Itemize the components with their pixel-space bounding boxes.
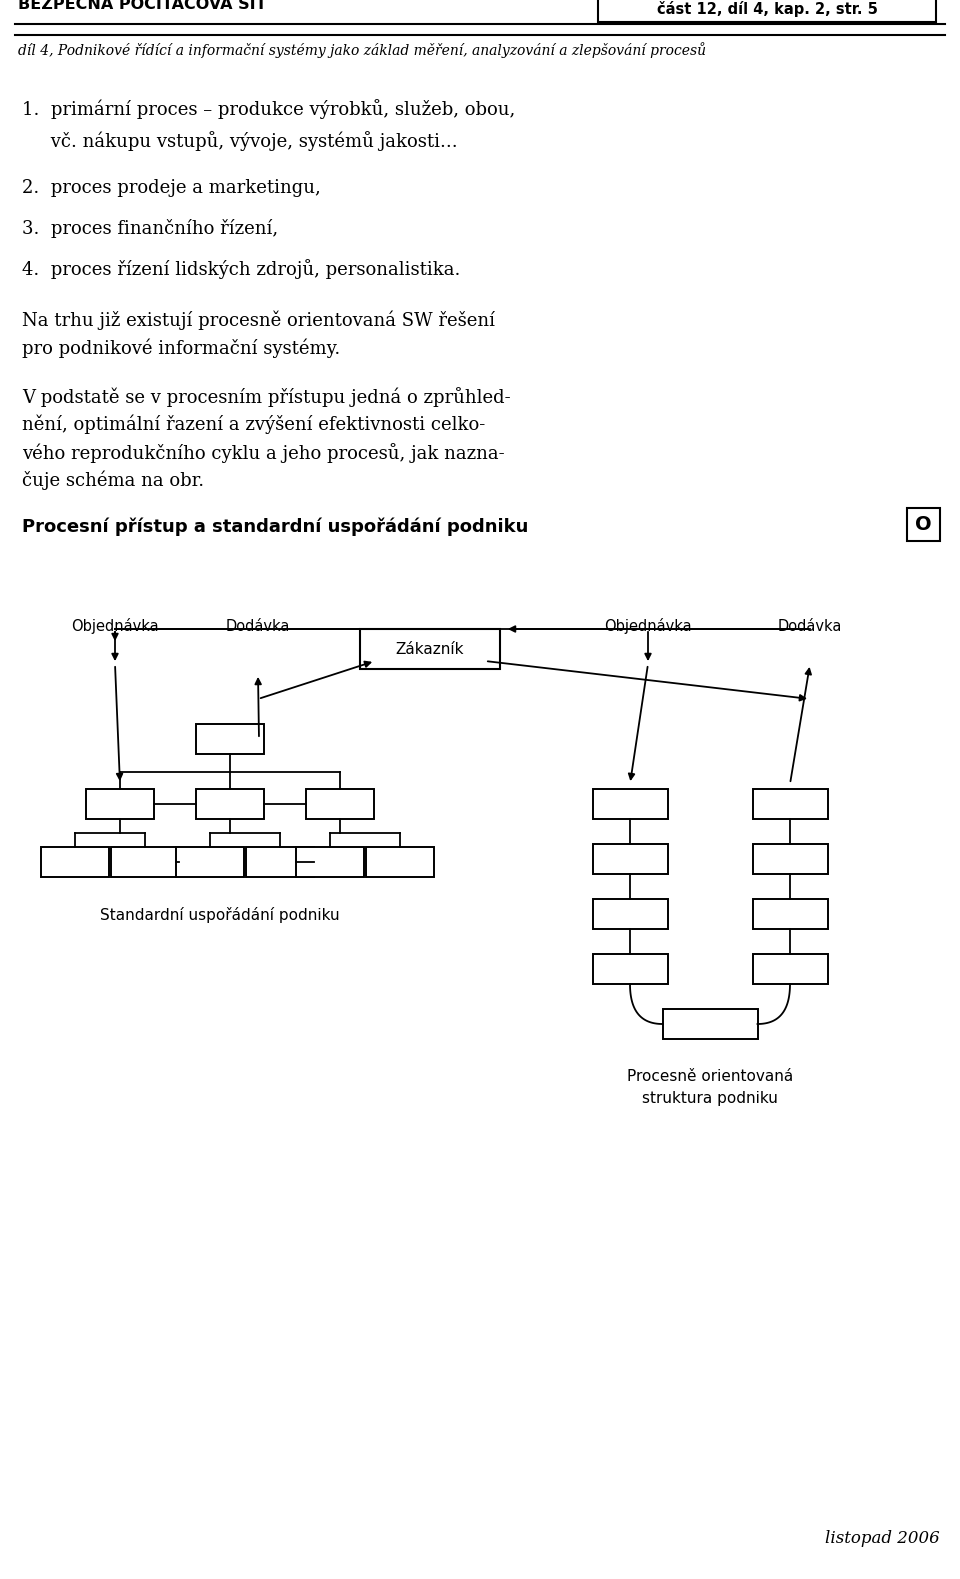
Text: Dodávka: Dodávka bbox=[778, 619, 842, 635]
Text: vého reprodukčního cyklu a jeho procesů, jak nazna-: vého reprodukčního cyklu a jeho procesů,… bbox=[22, 444, 505, 463]
Text: Zákazník: Zákazník bbox=[396, 641, 465, 657]
Bar bbox=[592, 790, 667, 820]
Bar bbox=[306, 790, 374, 820]
Text: Standardní uspořádání podniku: Standardní uspořádání podniku bbox=[100, 906, 340, 924]
Bar bbox=[111, 846, 179, 876]
Text: O: O bbox=[915, 515, 931, 534]
Text: nění, optimální řazení a zvýšení efektivnosti celko-: nění, optimální řazení a zvýšení efektiv… bbox=[22, 415, 485, 434]
Text: 2.  proces prodeje a marketingu,: 2. proces prodeje a marketingu, bbox=[22, 178, 321, 197]
Text: BEZPEČNÁ POČÍTAČOVÁ SÍŤ: BEZPEČNÁ POČÍTAČOVÁ SÍŤ bbox=[18, 0, 267, 13]
Text: část 12, díl 4, kap. 2, str. 5: část 12, díl 4, kap. 2, str. 5 bbox=[657, 2, 877, 17]
Bar bbox=[598, 0, 936, 22]
Text: listopad 2006: listopad 2006 bbox=[826, 1530, 940, 1547]
Text: 4.  proces řízení lidských zdrojů, personalistika.: 4. proces řízení lidských zdrojů, person… bbox=[22, 259, 461, 279]
Text: 3.  proces finančního řízení,: 3. proces finančního řízení, bbox=[22, 219, 278, 238]
Bar bbox=[592, 954, 667, 984]
Text: 1.  primární proces – produkce výrobků, služeb, obou,: 1. primární proces – produkce výrobků, s… bbox=[22, 99, 516, 118]
Text: čuje schéma na obr.: čuje schéma na obr. bbox=[22, 471, 204, 491]
Bar bbox=[592, 845, 667, 875]
Text: Objednávka: Objednávka bbox=[604, 617, 692, 635]
Text: vč. nákupu vstupů, vývoje, systémů jakosti...: vč. nákupu vstupů, vývoje, systémů jakos… bbox=[22, 131, 458, 152]
Bar bbox=[360, 628, 500, 669]
Bar bbox=[296, 846, 364, 876]
Text: Na trhu již existují procesně orientovaná SW řešení: Na trhu již existují procesně orientovan… bbox=[22, 311, 495, 330]
Bar bbox=[86, 790, 154, 820]
Bar bbox=[907, 508, 940, 542]
Bar bbox=[662, 1009, 757, 1039]
Bar bbox=[366, 846, 434, 876]
Text: Dodávka: Dodávka bbox=[226, 619, 290, 635]
Bar bbox=[753, 790, 828, 820]
Bar bbox=[246, 846, 314, 876]
Text: pro podnikové informační systémy.: pro podnikové informační systémy. bbox=[22, 339, 340, 358]
Bar bbox=[41, 846, 109, 876]
Bar bbox=[196, 725, 264, 755]
Text: struktura podniku: struktura podniku bbox=[642, 1091, 778, 1105]
Bar bbox=[176, 846, 244, 876]
Text: Objednávka: Objednávka bbox=[71, 617, 158, 635]
Bar bbox=[753, 898, 828, 928]
Bar bbox=[753, 954, 828, 984]
Text: V podstatě se v procesním přístupu jedná o zprůhled-: V podstatě se v procesním přístupu jedná… bbox=[22, 387, 511, 407]
Text: Procesně orientovaná: Procesně orientovaná bbox=[627, 1069, 793, 1085]
Bar bbox=[196, 790, 264, 820]
Text: díl 4, Podnikové řídící a informační systémy jako základ měření, analyzování a z: díl 4, Podnikové řídící a informační sys… bbox=[18, 43, 706, 58]
Bar bbox=[753, 845, 828, 875]
Bar bbox=[592, 898, 667, 928]
Text: Procesní přístup a standardní uspořádání podniku: Procesní přístup a standardní uspořádání… bbox=[22, 516, 528, 535]
